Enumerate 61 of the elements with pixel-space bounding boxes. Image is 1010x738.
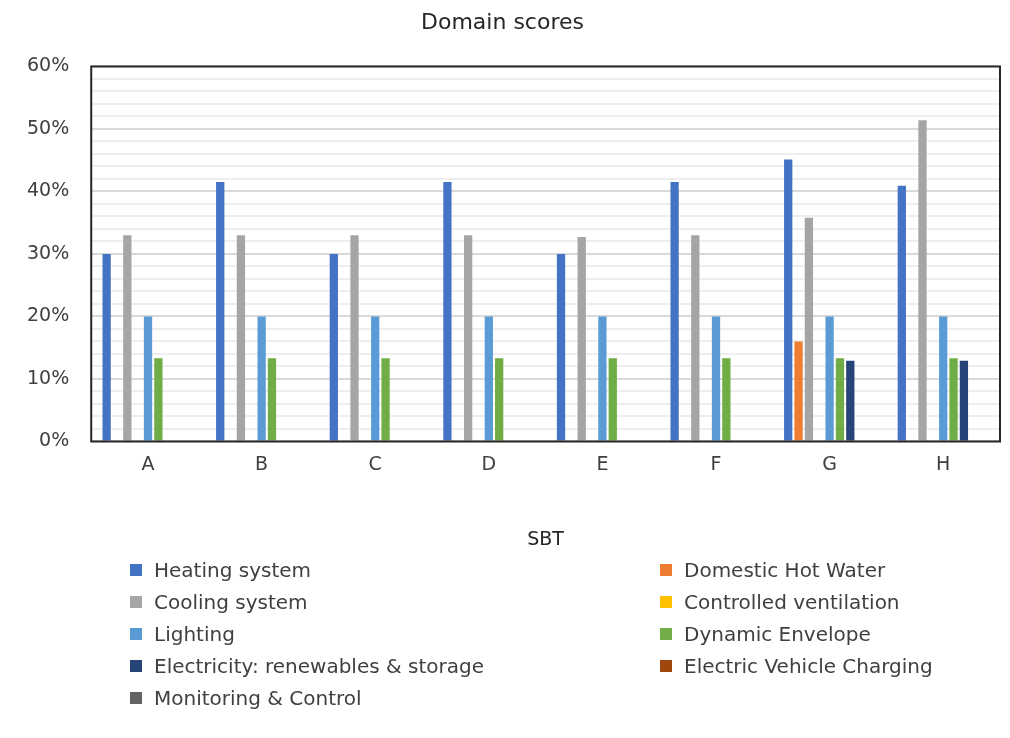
bar [949, 358, 958, 441]
legend-label: Domestic Hot Water [684, 558, 886, 582]
bar [216, 182, 225, 441]
bar [608, 358, 617, 441]
legend-label: Electricity: renewables & storage [154, 654, 484, 678]
bar [897, 185, 906, 441]
bar [154, 358, 163, 441]
bar [123, 235, 132, 441]
x-tick-label: A [141, 451, 155, 474]
bar [722, 358, 731, 441]
y-tick-label: 10% [27, 365, 70, 388]
bar [804, 217, 814, 441]
bar [267, 358, 277, 441]
legend-label: Lighting [154, 622, 235, 646]
bar [711, 316, 721, 441]
legend-label: Cooling system [154, 590, 308, 614]
legend-label: Monitoring & Control [154, 686, 362, 710]
bar [691, 235, 700, 441]
bar [959, 360, 969, 441]
y-tick-label: 40% [27, 178, 70, 201]
y-tick-label: 60% [27, 53, 70, 76]
x-axis-title: SBT [527, 526, 565, 549]
bar [918, 120, 927, 441]
bar [381, 358, 390, 441]
x-tick-label: G [822, 451, 837, 474]
legend-label: Heating system [154, 558, 312, 582]
x-tick-label: B [255, 451, 269, 474]
bar [257, 316, 266, 441]
bar [794, 341, 803, 441]
chart-title: Domain scores [421, 8, 584, 34]
bar [484, 316, 493, 441]
bar [371, 316, 380, 441]
bar [939, 316, 948, 441]
bar [825, 316, 834, 441]
bar [835, 358, 845, 441]
legend-label: Dynamic Envelope [684, 622, 871, 646]
x-tick-label: D [481, 451, 497, 474]
y-tick-label: 50% [27, 115, 70, 138]
bar [102, 253, 111, 441]
bar [598, 316, 607, 441]
bar [329, 253, 338, 441]
bar [784, 159, 793, 441]
bar [846, 360, 855, 441]
x-tick-label: H [936, 451, 951, 474]
bar [350, 235, 359, 441]
bar [463, 235, 473, 441]
bar [577, 237, 586, 441]
bar [495, 358, 504, 441]
bar [556, 253, 566, 441]
x-tick-label: C [368, 451, 382, 474]
bar [443, 182, 452, 441]
legend-label: Controlled ventilation [684, 590, 900, 614]
y-tick-label: 30% [27, 240, 70, 263]
x-tick-label: E [596, 451, 609, 474]
bar [236, 235, 246, 441]
y-tick-label: 20% [27, 303, 70, 326]
x-tick-label: F [710, 451, 722, 474]
y-tick-label: 0% [39, 428, 70, 451]
bar [143, 316, 153, 441]
legend-label: Electric Vehicle Charging [684, 654, 933, 678]
bar [670, 182, 679, 441]
